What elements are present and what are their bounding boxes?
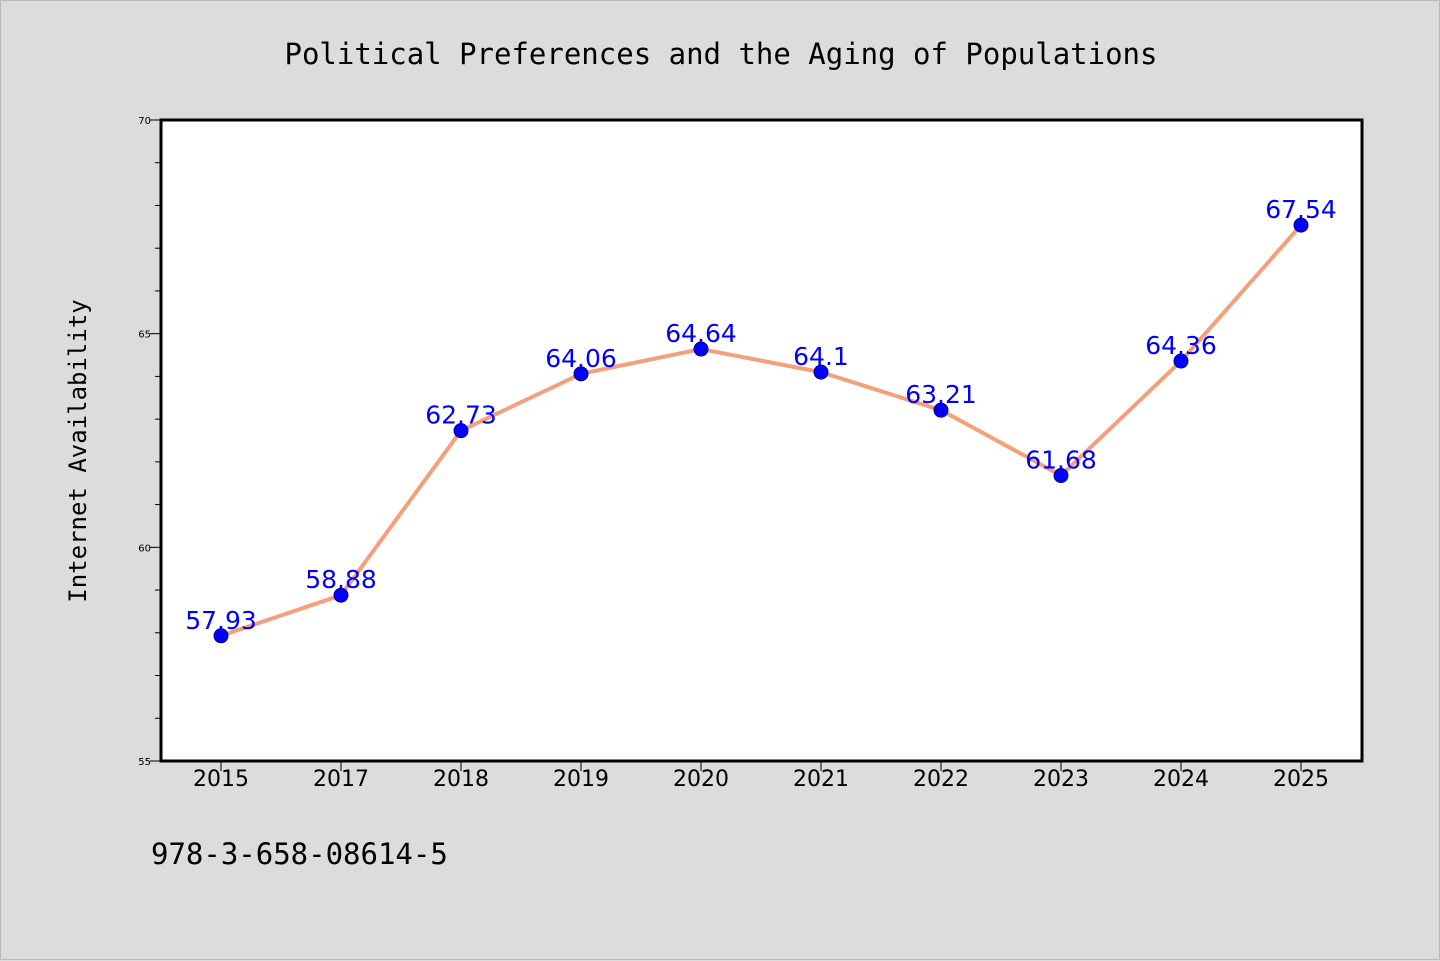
data-label: 58.88 <box>305 565 377 594</box>
data-point <box>573 366 589 382</box>
footer-code: 978-3-658-08614-5 <box>151 837 448 871</box>
y-axis: 55 60 65 70 <box>138 116 161 768</box>
data-point <box>1293 217 1309 233</box>
x-tick-label: 2018 <box>433 767 489 792</box>
data-point <box>1053 468 1069 484</box>
data-point <box>213 628 229 644</box>
data-point <box>813 364 829 380</box>
x-tick-label: 2025 <box>1273 767 1329 792</box>
x-tick-label: 2017 <box>313 767 369 792</box>
data-label: 57.93 <box>185 606 257 635</box>
data-label: 62.73 <box>425 401 497 430</box>
y-tick-label: 70 <box>138 116 151 127</box>
data-point <box>1173 353 1189 369</box>
data-label: 64.36 <box>1145 331 1217 360</box>
x-tick-label: 2023 <box>1033 767 1089 792</box>
chart-title: Political Preferences and the Aging of P… <box>285 37 1158 71</box>
y-tick-label: 60 <box>138 543 151 554</box>
x-tick-label: 2024 <box>1153 767 1209 792</box>
x-tick-label: 2015 <box>193 767 249 792</box>
x-axis: 2015 2017 2018 2019 2020 2021 2022 2023 2024 2025 <box>193 761 1329 792</box>
data-label: 61.68 <box>1025 446 1097 475</box>
series-line <box>220 223 1303 638</box>
x-tick-label: 2020 <box>673 767 729 792</box>
y-tick-label: 65 <box>138 330 151 341</box>
data-label: 64.06 <box>545 344 617 373</box>
x-tick-label: 2022 <box>913 767 969 792</box>
y-axis-label: Internet Availability <box>64 299 92 602</box>
plot-area <box>159 118 1364 763</box>
data-point <box>333 587 349 603</box>
data-label: 67.54 <box>1265 195 1337 224</box>
data-point <box>693 341 709 357</box>
data-label: 63.21 <box>905 380 977 409</box>
x-tick-label: 2021 <box>793 767 849 792</box>
x-tick-label: 2019 <box>553 767 609 792</box>
data-label: 64.1 <box>793 342 849 371</box>
y-tick-label: 55 <box>138 757 151 768</box>
series-layer: 57.93 58.88 62.73 64.06 64.64 64.1 63.21 61.68 6… <box>185 195 1337 644</box>
data-label: 64.64 <box>665 319 737 348</box>
data-point <box>453 423 469 439</box>
data-point <box>933 402 949 418</box>
